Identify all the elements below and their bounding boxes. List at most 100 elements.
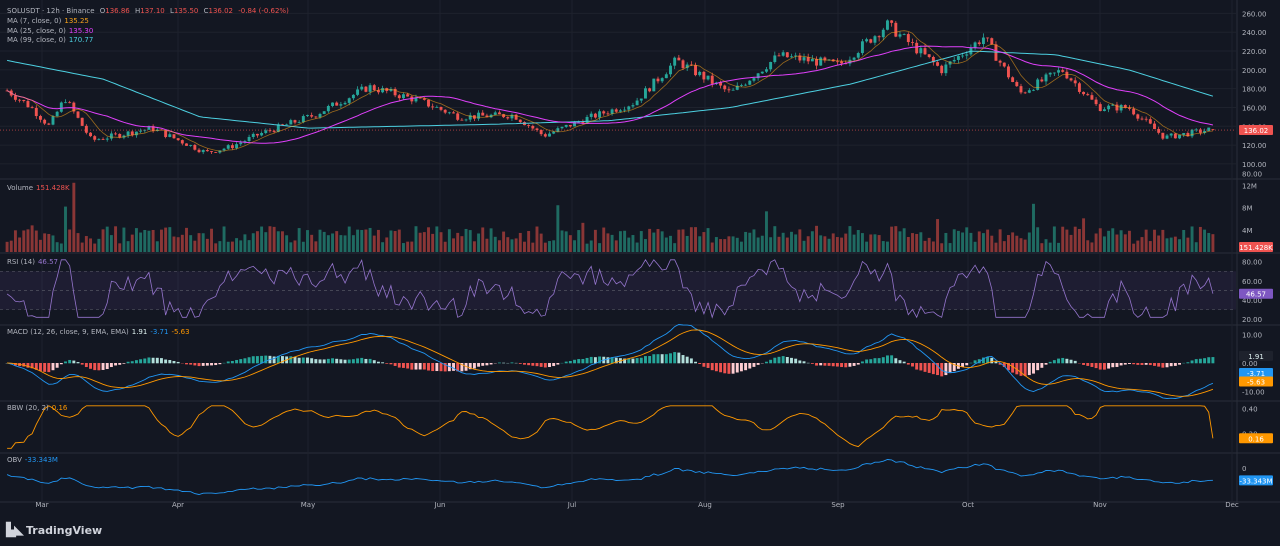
bbw-tick-label: 0.40: [1242, 405, 1258, 413]
candle-body: [1027, 90, 1031, 93]
candle-body: [1073, 80, 1077, 84]
macd-hist-bar: [93, 363, 97, 371]
macd-hist-bar: [34, 363, 38, 370]
volume-bar: [201, 233, 205, 252]
bbw-legend[interactable]: BBW (20, 2) 0.16: [7, 404, 67, 413]
ma7-legend[interactable]: MA (7, close, 0) 135.25: [7, 17, 89, 26]
candle-body: [990, 38, 994, 45]
volume-tick-label: 8M: [1242, 205, 1253, 213]
candle-body: [230, 145, 234, 149]
volume-bar: [798, 229, 802, 252]
macd-hist-bar: [205, 363, 209, 366]
macd-hist-bar: [314, 359, 318, 364]
macd-hist-bar: [1128, 363, 1131, 364]
volume-bar: [990, 235, 994, 252]
candle-body: [702, 71, 706, 80]
candle-body: [368, 85, 372, 92]
volume-bar: [247, 240, 251, 252]
candle-body: [210, 151, 213, 153]
candle-body: [810, 58, 814, 62]
candle-body: [193, 144, 197, 150]
candle-body: [1107, 105, 1111, 110]
candle-body: [418, 97, 422, 99]
candle-body: [376, 90, 380, 93]
volume-bar: [452, 238, 455, 252]
macd-signal-tag-text: -5.63: [1247, 379, 1265, 387]
macd-hist-bar: [414, 363, 418, 370]
candle-body: [339, 104, 343, 106]
volume-bar: [456, 232, 460, 252]
volume-bar: [760, 235, 764, 252]
macd-hist-bar: [264, 355, 268, 364]
macd-hist-bar: [1040, 363, 1044, 368]
candle-body: [139, 130, 143, 132]
candle-body: [877, 36, 881, 38]
volume-bar: [777, 236, 781, 252]
volume-bar: [881, 241, 885, 252]
volume-bar: [806, 236, 810, 252]
volume-bar: [322, 231, 326, 252]
macd-hist-bar: [114, 363, 118, 366]
ma99-legend[interactable]: MA (99, close, 0) 170.77: [7, 36, 93, 45]
macd-legend[interactable]: MACD (12, 26, close, 9, EMA, EMA) 1.91 -3.…: [7, 328, 190, 337]
candle-body: [364, 86, 368, 92]
macd-hist-bar: [1090, 363, 1094, 367]
macd-hist-bar: [422, 363, 426, 370]
candle-body: [51, 116, 55, 125]
volume-bar: [447, 229, 451, 252]
volume-bar: [585, 243, 589, 252]
volume-bar: [819, 235, 823, 252]
macd-hist-bar: [669, 353, 672, 364]
macd-hist-bar: [573, 359, 576, 364]
candle-body: [1207, 127, 1211, 132]
macd-hist-bar: [585, 357, 589, 364]
volume-bar: [602, 227, 606, 252]
macd-hist-bar: [944, 363, 948, 376]
macd-hist-bar: [164, 359, 168, 364]
macd-hist-bar: [923, 363, 927, 372]
volume-bar: [443, 241, 447, 252]
candle-body: [739, 85, 743, 86]
macd-hist-bar: [873, 358, 877, 364]
volume-bar: [176, 237, 180, 252]
candle-body: [514, 114, 518, 120]
volume-bar: [748, 232, 752, 252]
date-tick-apr: Apr: [172, 501, 184, 509]
candle-body: [777, 55, 781, 57]
header-legend: SOLUSDT · 12h · Binance O136.86 H137.10 …: [7, 7, 289, 16]
candle-body: [1032, 89, 1035, 91]
ma25-legend[interactable]: MA (25, close, 0) 135.30: [7, 27, 93, 36]
volume-bar: [485, 238, 489, 252]
volume-label: Volume: [7, 184, 34, 192]
macd-hist-bar: [1144, 363, 1148, 365]
volume-bar: [26, 229, 30, 252]
candle-body: [902, 34, 906, 35]
obv-legend[interactable]: OBV -33.343M: [7, 456, 58, 465]
volume-bar: [9, 240, 13, 252]
macd-hist-bar: [322, 359, 326, 364]
volume-bar: [68, 229, 72, 252]
volume-bar: [923, 240, 927, 252]
macd-hist-bar: [1023, 363, 1027, 377]
volume-bar: [527, 231, 531, 252]
tradingview-logo[interactable]: ▙◣ TradingView: [6, 523, 102, 538]
volume-bar: [523, 241, 526, 252]
macd-hist-bar: [1140, 363, 1144, 365]
rsi-legend[interactable]: RSI (14) 46.57: [7, 258, 58, 267]
macd-hist-bar: [998, 363, 1002, 365]
volume-bar: [919, 232, 923, 252]
candle-body: [105, 138, 109, 140]
candle-body: [915, 42, 919, 54]
volume-bar: [51, 235, 55, 252]
macd-hist-bar: [255, 356, 259, 364]
macd-hist-bar: [685, 356, 689, 364]
macd-hist-bar: [961, 363, 965, 367]
volume-bar: [197, 233, 201, 252]
candle-body: [1102, 109, 1106, 112]
volume-legend[interactable]: Volume 151.428K: [7, 184, 70, 193]
macd-hist-bar: [1161, 363, 1165, 368]
candle-body: [1040, 79, 1044, 82]
volume-bar: [514, 238, 518, 252]
candle-body: [1090, 95, 1094, 100]
